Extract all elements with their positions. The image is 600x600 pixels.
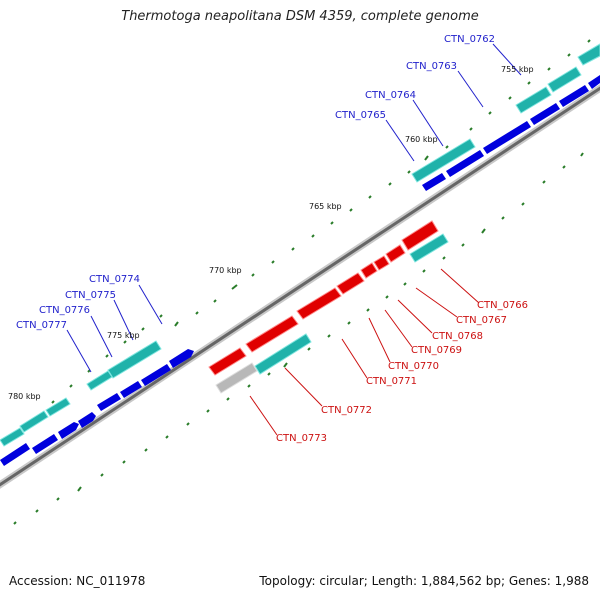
cds-box <box>577 43 600 66</box>
gene-label: CTN_0764 <box>365 90 416 101</box>
gene-label: CTN_0766 <box>477 300 528 311</box>
gene-label: CTN_0769 <box>411 345 462 356</box>
gene-labels-blue: CTN_0762 CTN_0763 CTN_0764 CTN_0765 CTN_… <box>16 34 495 331</box>
cds-box <box>401 220 439 251</box>
cds-box <box>547 66 582 93</box>
cds-box <box>0 427 25 447</box>
gene-label: CTN_0775 <box>65 290 116 301</box>
cds-box <box>360 262 378 279</box>
cds-box <box>336 272 365 295</box>
accession-text: Accession: NC_011978 <box>9 574 146 588</box>
cds-arrow <box>120 381 142 398</box>
cds-arrow <box>141 364 171 386</box>
cds-box <box>245 315 299 353</box>
inner-tick-track <box>13 152 584 525</box>
cds-arrow <box>588 75 600 89</box>
cds-box <box>45 397 71 417</box>
cds-box <box>515 86 552 114</box>
cds-arrow <box>530 103 560 125</box>
cds-arrow <box>446 150 484 177</box>
highlighted-cds-track <box>208 220 439 376</box>
gene-label: CTN_0763 <box>406 61 457 72</box>
gene-label: CTN_0768 <box>432 331 483 342</box>
cds-box <box>215 362 258 394</box>
genome-backbone <box>0 84 600 489</box>
cds-arrow <box>559 85 589 107</box>
grey-cds-track <box>215 362 258 394</box>
cds-arrow <box>169 349 194 368</box>
map-title: Thermotoga neapolitana DSM 4359, complet… <box>121 9 479 24</box>
gene-label: CTN_0767 <box>456 315 507 326</box>
cds-arrow <box>32 434 58 454</box>
cds-box <box>411 138 476 183</box>
gene-labels-red: CTN_0766 CTN_0767 CTN_0768 CTN_0769 CTN_… <box>276 300 528 444</box>
cds-box <box>86 370 113 391</box>
gene-label: CTN_0776 <box>39 305 90 316</box>
cds-box <box>107 340 162 379</box>
gene-label: CTN_0773 <box>276 433 327 444</box>
scale-labels: 755 kbp 760 kbp 765 kbp 770 kbp 775 kbp … <box>8 65 534 401</box>
cds-box <box>19 410 49 433</box>
gene-label: CTN_0777 <box>16 320 67 331</box>
scale-label: 780 kbp <box>8 392 41 401</box>
scale-label: 755 kbp <box>501 65 534 74</box>
genome-summary-text: Topology: circular; Length: 1,884,562 bp… <box>259 574 589 588</box>
forward-cds-track <box>0 75 600 466</box>
scale-label: 770 kbp <box>209 266 242 275</box>
scale-label: 760 kbp <box>405 135 438 144</box>
scale-label: 765 kbp <box>309 202 342 211</box>
cds-box <box>385 244 406 263</box>
cds-box <box>254 333 312 375</box>
gene-label: CTN_0772 <box>321 405 372 416</box>
cds-arrow <box>422 173 446 191</box>
cds-box <box>409 233 449 263</box>
gene-label: CTN_0774 <box>89 274 140 285</box>
scale-label: 775 kbp <box>107 331 140 340</box>
cds-arrow <box>58 422 79 439</box>
cds-box <box>373 255 390 271</box>
gene-label: CTN_0771 <box>366 376 417 387</box>
cds-arrow <box>483 121 531 154</box>
gene-label: CTN_0762 <box>444 34 495 45</box>
cds-arrow <box>0 443 30 466</box>
outer-tick-track <box>12 39 591 438</box>
cds-box <box>296 287 342 320</box>
gene-label: CTN_0770 <box>388 361 439 372</box>
cds-arrow <box>78 412 96 428</box>
cds-arrow <box>97 393 121 411</box>
gene-label: CTN_0765 <box>335 110 386 121</box>
reverse-cds-track <box>0 43 600 447</box>
leader-lines <box>66 43 522 436</box>
cds-box <box>208 347 247 376</box>
